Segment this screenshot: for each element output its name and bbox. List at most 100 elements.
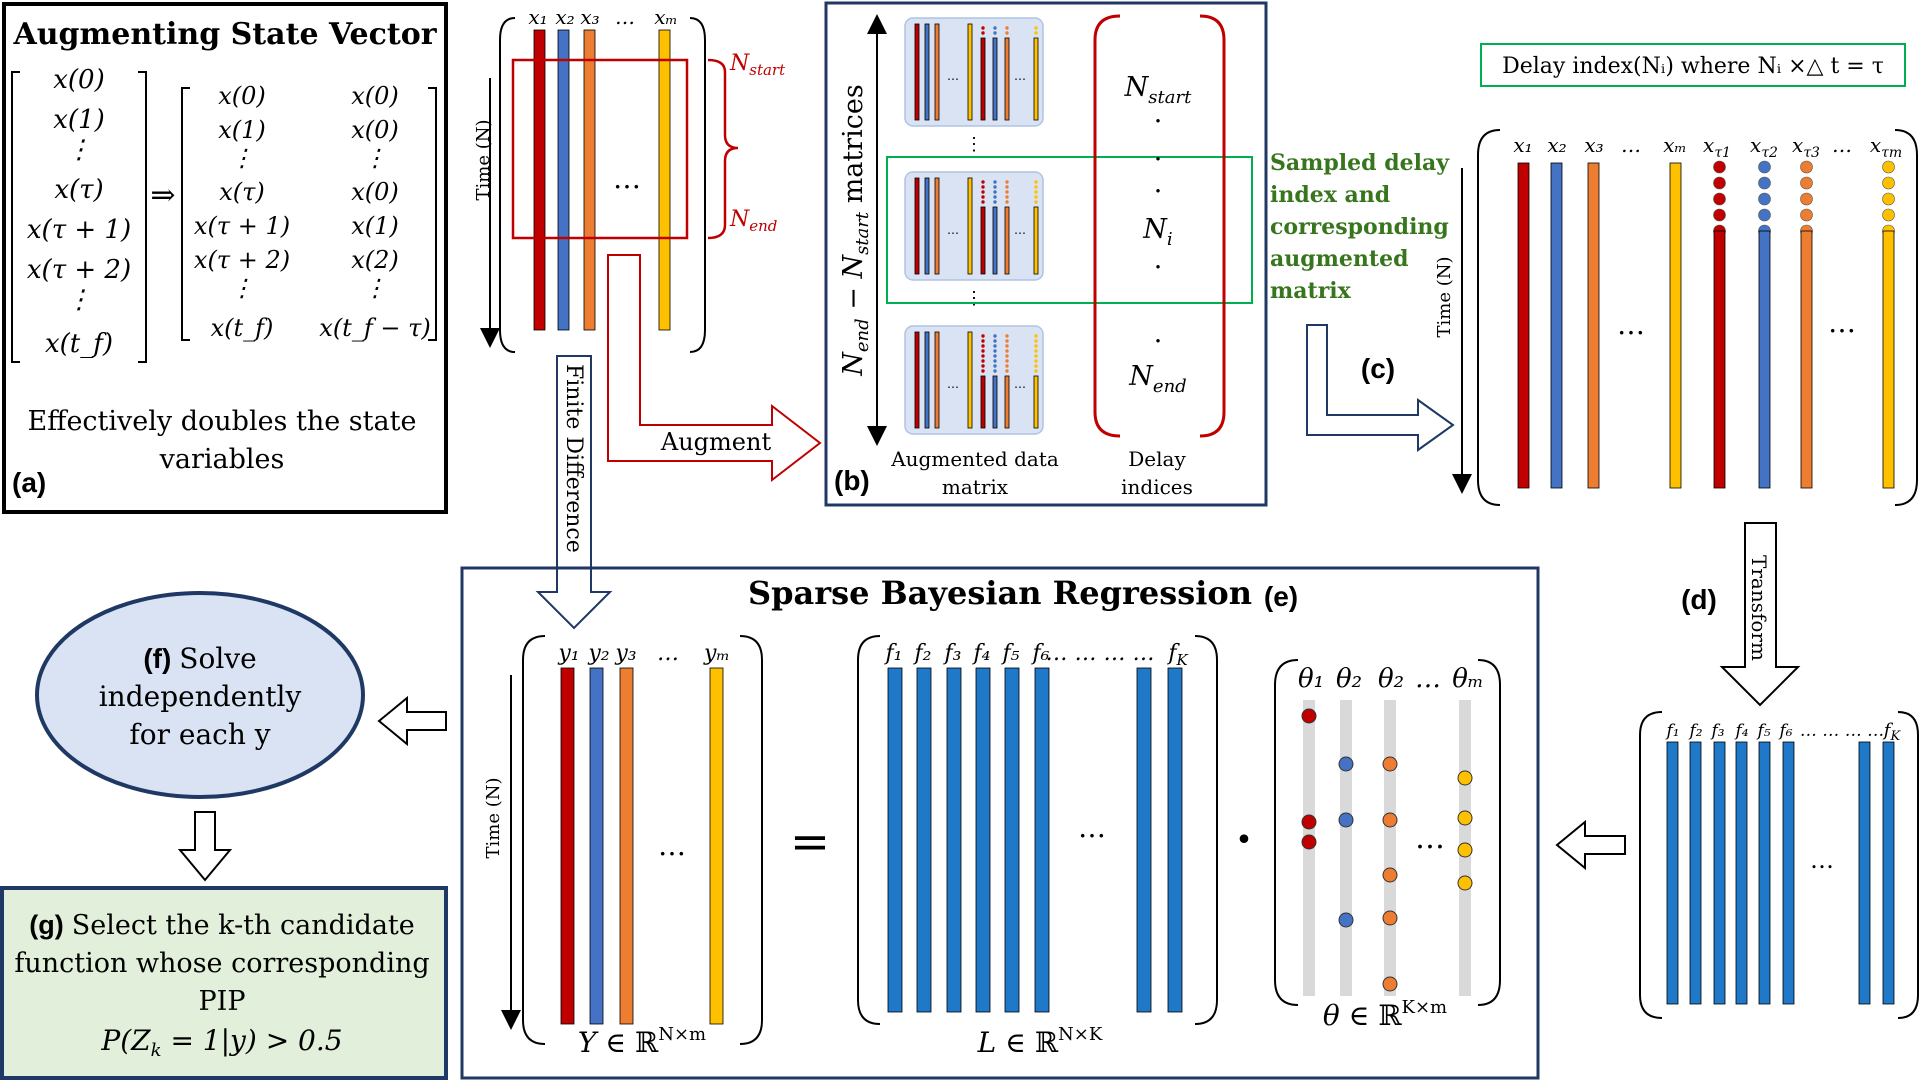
panel-c-col-label: … <box>1832 133 1852 157</box>
l-matrix-col-label: f₂ <box>913 641 932 666</box>
mini-matrix-dot <box>981 369 985 373</box>
arrow-to-c: (c) <box>1306 324 1455 452</box>
panel-a-label: (a) <box>12 467 46 498</box>
panel-g-label: (g) <box>29 910 63 940</box>
panel-d-col-labels: f₁ f₂ f₃ f₄ f₅ f₆ … … … … fK <box>1664 720 1901 744</box>
data-matrix-bar <box>533 29 546 331</box>
mini-matrix-bar <box>914 331 920 429</box>
panel-d-bar <box>1882 741 1895 1005</box>
panel-d-col-label: … … … … <box>1800 721 1884 741</box>
panel-a-left-entry: x(τ + 1) <box>27 215 131 245</box>
mini-matrix-dot <box>1034 339 1038 343</box>
mini-matrix-dot <box>981 26 985 30</box>
panel-b-caption-right-1: Delay <box>1128 447 1186 471</box>
equals-sign: = <box>790 814 830 870</box>
mini-matrix-dot <box>1005 364 1009 368</box>
panel-c-delay-dot <box>1800 176 1813 190</box>
mini-matrix-dot <box>981 364 985 368</box>
mini-matrix-dot <box>993 180 997 184</box>
panel-b-selected-box <box>886 156 1253 304</box>
panel-f-ellipse <box>35 591 365 799</box>
data-matrix-col-label: x₂ <box>555 5 574 29</box>
panel-c-delay-dot <box>1800 208 1813 222</box>
theta-ellipsis: … <box>1415 821 1445 856</box>
panel-d-bar <box>1689 741 1702 1005</box>
mini-matrix-dot <box>993 354 997 358</box>
panel-a-right-col2-entry: x(0) <box>351 82 399 110</box>
panel-d-paren-left <box>1639 711 1663 1019</box>
panel-a-left-entry: x(1) <box>53 105 105 135</box>
augment-arrow-shape <box>607 254 822 483</box>
mini-matrix-dot <box>1034 344 1038 348</box>
theta-dot <box>1382 910 1398 926</box>
panel-c-delay-dot <box>1882 176 1895 190</box>
theta-track <box>1340 700 1352 996</box>
panel-d-paren-right <box>1897 711 1919 1019</box>
panel-g-line1: (g) Select the k-th candidate <box>29 910 415 941</box>
mini-matrix-dot <box>1034 359 1038 363</box>
panel-a-right-bracket-close <box>428 87 437 341</box>
mini-matrix-bar <box>924 23 930 121</box>
panel-c-col-labels: x₁ x₂ x₃ … xₘ xτ1 xτ2 xτ3 … xτm <box>1513 133 1902 161</box>
data-matrix-paren-left <box>499 17 516 353</box>
data-matrix-bar <box>557 29 570 331</box>
mini-matrix-dot <box>1034 26 1038 30</box>
theta-dot <box>1382 976 1398 992</box>
y-matrix-bars <box>560 667 724 1025</box>
mini-matrix-dot <box>1005 359 1009 363</box>
panel-d-label: (d) <box>1681 584 1717 615</box>
theta-col-labels: θ₁ θ₂ θ₂ … θₘ <box>1298 664 1484 694</box>
mini-matrix-vdots: ⋮ <box>965 134 983 155</box>
green-note-line: index and <box>1270 182 1390 208</box>
mini-matrix-bar <box>914 23 920 121</box>
y-matrix-col-label: yₘ <box>703 641 730 666</box>
panel-d-bar <box>1858 741 1871 1005</box>
mini-matrix-dot <box>993 334 997 338</box>
mini-matrix-bar <box>967 177 973 275</box>
n-start-label: Nstart <box>729 51 786 79</box>
mini-matrix-bar <box>980 206 986 275</box>
delay-index-dot: · <box>1154 106 1163 137</box>
transform-arrow-label: Transform <box>1747 555 1771 661</box>
mini-matrix-bar <box>934 177 940 275</box>
mini-matrix-ellipsis: … <box>947 69 959 83</box>
panel-d-bar <box>1782 741 1795 1005</box>
panel-b-caption-right-2: indices <box>1121 475 1193 499</box>
l-matrix-bar <box>916 667 932 1013</box>
panel-d-col-label: f₃ <box>1709 721 1724 741</box>
mini-matrix-dot <box>1005 344 1009 348</box>
data-matrix-col-label: x₃ <box>580 5 599 29</box>
theta-col-label: θ₁ <box>1298 664 1324 694</box>
panel-c-delay-dot <box>1882 192 1895 206</box>
panel-c-delay-dot <box>1882 160 1895 174</box>
green-note-line: Sampled delay <box>1270 150 1450 176</box>
panel-c-delay-bar <box>1758 230 1771 489</box>
panel-c-delay-dot <box>1758 176 1771 190</box>
mini-matrix-bar <box>934 331 940 429</box>
panel-c-delay-dot <box>1758 160 1771 174</box>
mini-matrix-dot <box>981 195 985 199</box>
mini-matrix-dot <box>1005 185 1009 189</box>
delay-index-box: Delay index(Nᵢ) where Nᵢ ×△ t = τ <box>1480 43 1906 87</box>
theta-tracks <box>1303 700 1471 996</box>
theta-col-label: θₘ <box>1452 664 1484 694</box>
mini-matrix-dot <box>1034 200 1038 204</box>
data-matrix-paren-right <box>689 17 706 353</box>
panel-c-delay-dot <box>1800 160 1813 174</box>
theta-matrix-paren-left <box>1274 659 1299 1006</box>
data-matrix-col-label: xₘ <box>654 5 678 29</box>
mini-matrix-bar <box>1004 375 1010 429</box>
theta-dot <box>1338 912 1354 928</box>
mini-matrix-ellipsis: … <box>947 223 959 237</box>
panel-d-col-label: f₂ <box>1687 721 1702 741</box>
l-matrix-col-label: f₄ <box>972 641 991 666</box>
l-matrix-bar <box>887 667 903 1013</box>
mini-matrix-dot <box>981 339 985 343</box>
mini-matrix-dot <box>993 364 997 368</box>
finite-difference-label: Finite Difference <box>561 364 586 553</box>
panel-c-col-label: xτ2 <box>1750 133 1778 161</box>
panel-c-col-label: x₂ <box>1547 133 1566 157</box>
l-matrix-col-label: f₅ <box>1001 641 1020 666</box>
panel-f-line3: for each y <box>129 718 270 751</box>
green-note-line: augmented <box>1270 246 1408 272</box>
